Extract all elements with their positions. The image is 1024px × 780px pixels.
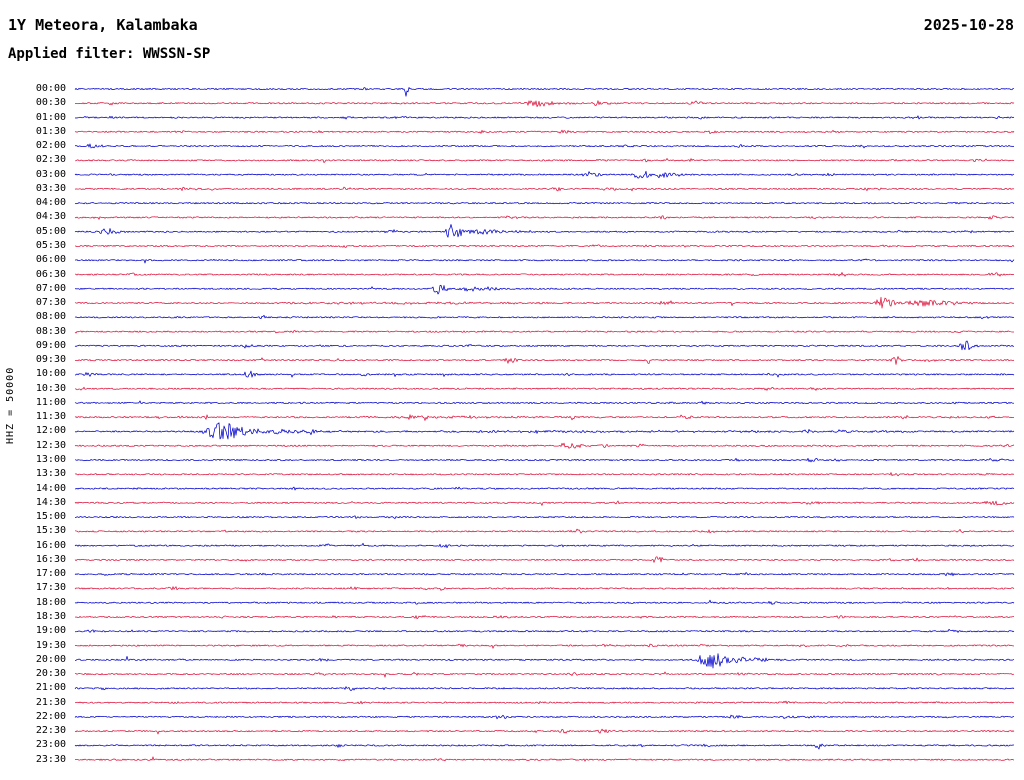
helicorder-page: { "header": { "station": "1Y Meteora, Ka… bbox=[0, 0, 1024, 780]
seismogram-traces bbox=[0, 0, 1024, 780]
